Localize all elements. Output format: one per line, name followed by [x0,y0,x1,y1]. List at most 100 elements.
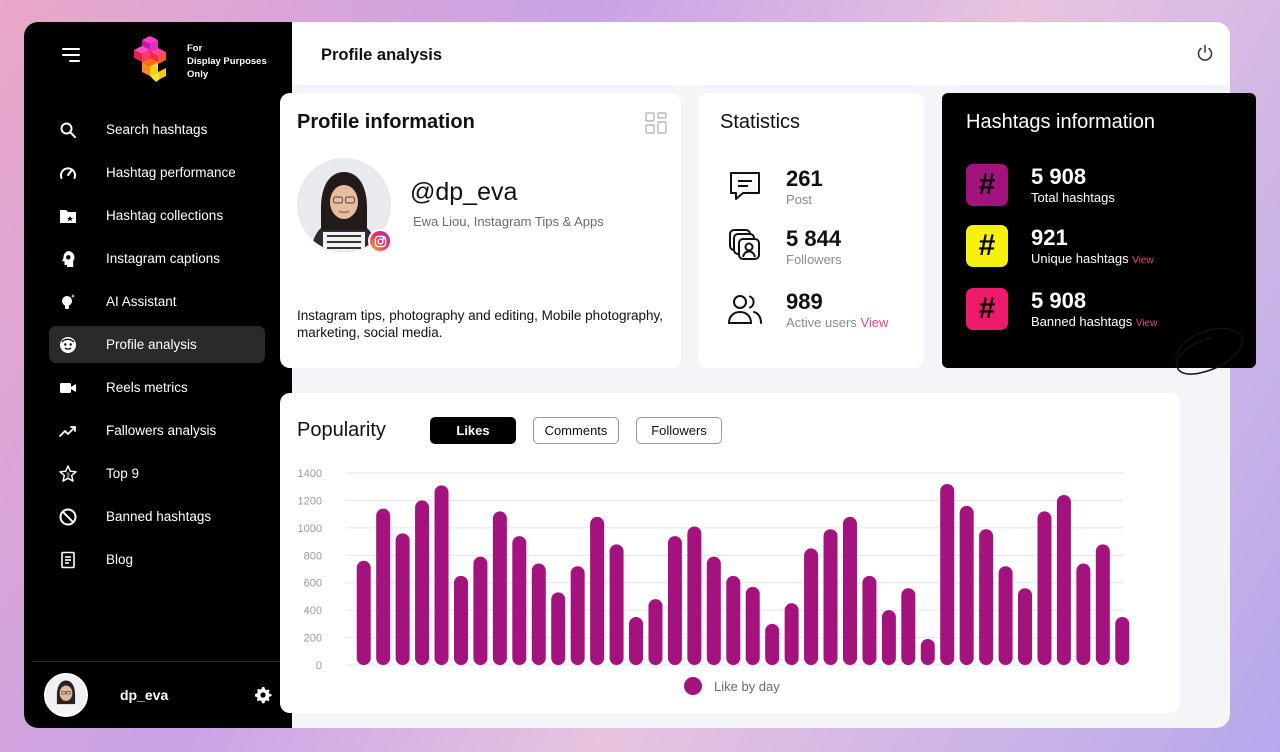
chart-bar[interactable] [512,536,527,665]
chart-bar[interactable] [998,566,1013,665]
view-active-users-link[interactable]: View [860,315,889,330]
stat-label: Post [786,192,813,207]
statistics-card: Statistics 261 Post 5 844 Followers 989 … [698,93,924,368]
sidebar-item-label: Profile analysis [106,337,197,352]
chart-bar[interactable] [473,556,488,665]
hashtag-label: Total hashtags [1031,190,1115,205]
sidebar-item-reels-metrics[interactable]: Reels metrics [49,369,265,406]
chart-bar[interactable] [1115,617,1130,665]
chart-bar[interactable] [920,638,935,665]
sidebar-item-blog[interactable]: Blog [49,541,265,578]
head-idea-icon [59,250,77,268]
sidebar-item-hashtag-performance[interactable]: Hashtag performance [49,154,265,191]
tab-likes[interactable]: Likes [430,417,516,444]
sidebar-item-label: AI Assistant [106,294,177,309]
hashtag-icon: # [966,225,1008,267]
chart-bar[interactable] [687,526,702,665]
chart-bar[interactable] [745,586,760,665]
topbar: Profile analysis [292,22,1230,85]
chart-bar[interactable] [765,623,780,665]
hashtag-label: Unique hashtags View [1031,251,1154,266]
chart-bar[interactable] [959,505,974,665]
chart-bar[interactable] [551,592,566,665]
stat-label: Active users View [786,315,888,330]
chart-bar[interactable] [823,529,838,665]
grid-icon[interactable] [645,112,667,134]
chart-bar[interactable] [415,500,430,665]
avatar[interactable] [44,673,88,717]
chart-bar[interactable] [609,544,624,665]
chart-bar[interactable] [706,556,721,665]
chart-bar[interactable] [648,599,663,665]
chart-bar[interactable] [376,508,391,665]
chart-bar[interactable] [395,533,410,665]
stat-active-users: 989 Active users View [726,290,888,330]
hashtag-label-text: Unique hashtags [1031,251,1129,266]
users-icon [727,295,762,324]
sidebar-item-hashtag-collections[interactable]: Hashtag collections [49,197,265,234]
sidebar-item-label: Fallowers analysis [106,423,217,438]
tab-followers[interactable]: Followers [636,417,722,444]
hashtag-unique: # 921 Unique hashtags View [966,225,1154,267]
hashtags-title: Hashtags information [966,111,1155,133]
ban-icon [59,508,77,526]
chart-bar[interactable] [453,575,468,665]
chart-bar[interactable] [1095,544,1110,665]
chart-bar[interactable] [862,575,877,665]
sidebar-item-top-9[interactable]: 9 Top 9 [49,455,265,492]
chart-bar[interactable] [940,483,955,665]
chart-bar[interactable] [531,563,546,665]
folder-icon [59,207,77,225]
gear-icon[interactable] [254,686,272,704]
sidebar-item-fallowers-analysis[interactable]: Fallowers analysis [49,412,265,449]
chart-bar[interactable] [492,511,507,665]
brand-line: For [187,43,203,54]
sidebar-item-banned-hashtags[interactable]: Banned hashtags [49,498,265,535]
tab-comments[interactable]: Comments [533,417,619,444]
profile-full-name: Ewa Liou, Instagram Tips & Apps [413,214,604,229]
hashtag-value: 921 [1031,225,1068,250]
chart-bar[interactable] [842,516,857,665]
legend-swatch [684,677,702,695]
sidebar-nav: Search hashtags Hashtag performance Hash… [49,111,265,584]
chart-bar[interactable] [1076,563,1091,665]
hashtag-icon: # [966,288,1008,330]
view-banned-hashtags-link[interactable]: View [1135,318,1158,329]
brand-logo-icon [134,36,166,82]
y-tick-label: 1000 [298,523,322,535]
chart-bar[interactable] [1037,511,1052,665]
chart-bar[interactable] [629,617,644,665]
chart-bar[interactable] [881,610,896,665]
view-unique-hashtags-link[interactable]: View [1132,255,1154,266]
chart-bar[interactable] [356,560,371,665]
chart-bar[interactable] [901,588,916,665]
sidebar-item-search-hashtags[interactable]: Search hashtags [49,111,265,148]
menu-icon[interactable] [62,48,80,62]
face-icon [59,336,77,354]
chart-bar[interactable] [1056,494,1071,665]
sidebar-user[interactable]: dp_eva [44,672,272,718]
chart-bar[interactable] [804,548,819,665]
page-title: Profile analysis [321,46,443,64]
sidebar-item-label: Reels metrics [106,380,188,395]
chart-bar[interactable] [434,485,449,665]
popularity-card: Popularity Likes Comments Followers 0 200… [280,393,1180,713]
sidebar-item-label: Blog [106,552,134,567]
svg-text:9: 9 [66,473,70,479]
chart-bar[interactable] [1018,588,1033,665]
chart-bar[interactable] [979,529,994,665]
y-tick-label: 0 [316,660,322,672]
chart-bar[interactable] [784,603,799,665]
sidebar-item-instagram-captions[interactable]: Instagram captions [49,240,265,277]
followers-icon [729,229,760,260]
chart-bar[interactable] [570,566,585,665]
sidebar-item-profile-analysis[interactable]: Profile analysis [49,326,265,363]
chart-bar[interactable] [726,575,741,665]
stat-label: Followers [786,252,842,267]
power-icon[interactable] [1196,44,1214,62]
user-name: dp_eva [120,687,169,703]
popularity-title: Popularity [297,419,386,441]
chart-bar[interactable] [590,516,605,665]
chart-bar[interactable] [667,536,682,665]
sidebar-item-ai-assistant[interactable]: AI Assistant [49,283,265,320]
